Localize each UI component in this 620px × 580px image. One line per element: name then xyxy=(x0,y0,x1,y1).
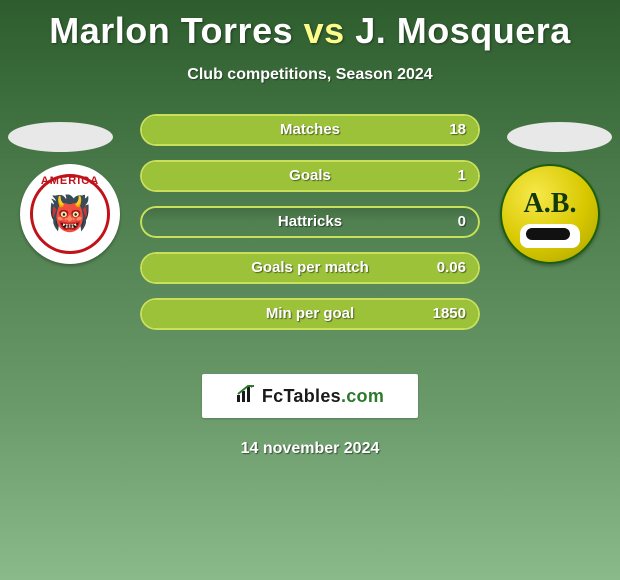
team2-logo-text: A.B. xyxy=(524,188,577,220)
stat-label: Goals xyxy=(140,160,480,192)
brand-box: FcTables.com xyxy=(202,374,418,418)
player2-name: J. Mosquera xyxy=(355,10,571,51)
date-text: 14 november 2024 xyxy=(0,440,620,458)
player2-shadow-ellipse xyxy=(507,122,612,152)
panther-icon xyxy=(520,224,580,248)
brand-name-b: .com xyxy=(341,386,384,406)
player1-name: Marlon Torres xyxy=(49,10,293,51)
stat-bar: 18Matches xyxy=(140,114,480,146)
stats-area: AMERICA 👹 A.B. 18Matches 1Goals 0Hattricks… xyxy=(0,114,620,354)
team2-logo: A.B. xyxy=(500,164,600,264)
stat-bar: 1Goals xyxy=(140,160,480,192)
stat-bar: 0Hattricks xyxy=(140,206,480,238)
team1-logo-text: AMERICA xyxy=(33,175,107,187)
stat-bars: 18Matches 1Goals 0Hattricks 0.06Goals per m… xyxy=(140,114,480,344)
stat-label: Goals per match xyxy=(140,252,480,284)
brand-name-a: FcTables xyxy=(262,386,341,406)
team1-logo-inner: AMERICA 👹 xyxy=(30,174,110,254)
chart-icon xyxy=(236,385,256,408)
player1-shadow-ellipse xyxy=(8,122,113,152)
stat-label: Hattricks xyxy=(140,206,480,238)
stat-label: Matches xyxy=(140,114,480,146)
comparison-infographic: Marlon Torres vs J. Mosquera Club compet… xyxy=(0,0,620,580)
stat-bar: 1850Min per goal xyxy=(140,298,480,330)
team1-logo: AMERICA 👹 xyxy=(20,164,120,264)
devil-icon: 👹 xyxy=(49,194,91,234)
stat-label: Min per goal xyxy=(140,298,480,330)
page-title: Marlon Torres vs J. Mosquera xyxy=(0,0,620,52)
vs-text: vs xyxy=(304,10,345,51)
subtitle: Club competitions, Season 2024 xyxy=(0,66,620,84)
brand-text: FcTables.com xyxy=(262,386,384,407)
stat-bar: 0.06Goals per match xyxy=(140,252,480,284)
